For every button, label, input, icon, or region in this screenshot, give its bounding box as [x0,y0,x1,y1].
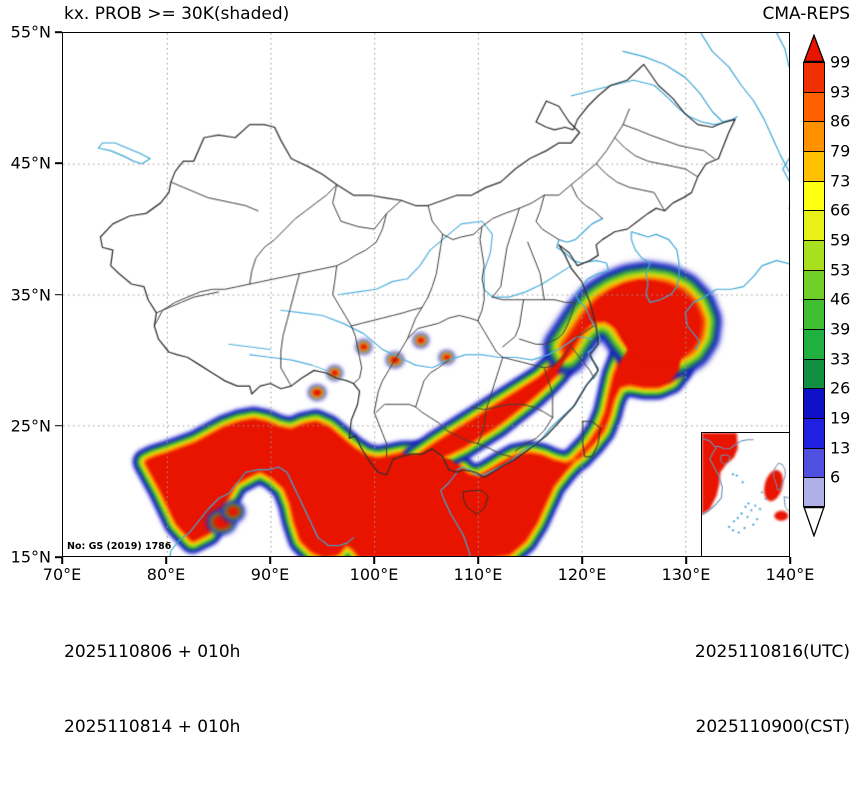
colorbar-segment [803,299,825,329]
x-tick-mark [581,557,583,564]
y-tick-label: 15°N [10,547,51,567]
colorbar-tick-label: 59 [830,230,851,250]
figure-root: kx. PROB >= 30K(shaded) CMA-REPS No: GS … [10,4,851,737]
x-tick-label: 90°E [250,565,290,584]
colorbar-segment [803,418,825,448]
map-plot-area[interactable]: No: GS (2019) 1786 [62,32,790,557]
colorbar-segment [803,121,825,151]
model-label: CMA-REPS [762,4,850,24]
y-axis-ticks: 15°N 25°N 35°N 45°N 55°N [10,22,62,567]
x-tick-label: 70°E [42,565,82,584]
colorbar-segment [803,329,825,359]
map-credit-label: No: GS (2019) 1786 [67,541,172,552]
colorbar-tick-label: 53 [830,260,851,280]
x-tick-mark [61,557,63,564]
inset-raster [702,433,789,556]
footer-right: 2025110816(UTC) 2025110900(CST) [695,590,850,790]
colorbar-tick-label: 26 [830,378,851,398]
x-tick-mark [165,557,167,564]
map-raster [63,33,789,556]
colorbar-segment [803,151,825,181]
footer-init-time-1: 2025110806 + 010h [64,642,241,662]
colorbar-tick-label: 99 [830,52,851,72]
colorbar-tick-label: 19 [830,408,851,428]
colorbar-segment [803,91,825,122]
x-tick-mark [789,557,791,564]
colorbar-tick-labels: 6 13 19 26 33 39 46 53 59 66 73 79 86 93 99 [830,52,851,487]
colorbar-tick-label: 46 [830,289,851,309]
colorbar-tick-label: 6 [830,467,841,487]
y-tick-mark [55,293,62,296]
colorbar-tick-label: 66 [830,200,851,220]
colorbar-segment [803,210,825,240]
y-tick-mark [55,162,62,165]
colorbar-under-arrow [803,506,825,538]
colorbar-segment [803,62,825,92]
x-tick-mark [269,557,271,564]
y-tick-label: 55°N [10,22,51,42]
colorbar-tick-label: 73 [830,171,851,191]
x-tick-label: 80°E [146,565,186,584]
colorbar-segment [803,447,825,478]
south-china-sea-inset [701,432,789,556]
x-tick-label: 140°E [765,565,815,584]
colorbar-tick-label: 33 [830,349,851,369]
footer-valid-utc: 2025110816(UTC) [694,642,850,662]
y-tick-label: 45°N [10,153,51,173]
y-tick-label: 25°N [10,416,51,436]
x-tick-label: 120°E [557,565,607,584]
y-tick-mark [55,424,62,427]
colorbar-segment [803,180,825,211]
colorbar-tick-label: 13 [830,438,851,458]
x-tick-mark [373,557,375,564]
y-tick-mark [55,556,62,558]
colorbar-tick-label: 39 [830,319,851,339]
y-tick-label: 35°N [10,285,51,304]
x-tick-label: 100°E [349,565,399,584]
x-tick-label: 110°E [453,565,503,584]
footer-valid-cst: 2025110900(CST) [695,717,850,737]
colorbar-over-arrow [803,33,825,63]
colorbar-segment [803,477,825,507]
x-axis-ticks: 70°E 80°E 90°E 100°E 110°E 120°E 130°E 140°E [42,557,815,584]
colorbar[interactable] [803,62,825,507]
colorbar-segment [803,358,825,389]
footer-left: 2025110806 + 010h 2025110814 + 010h [64,590,240,790]
x-tick-mark [685,557,687,564]
colorbar-segment [803,269,825,300]
x-tick-mark [477,557,479,564]
y-tick-mark [55,31,62,33]
colorbar-segment [803,388,825,418]
colorbar-tick-label: 93 [830,82,851,102]
colorbar-tick-label: 86 [830,111,851,131]
chart-title: kx. PROB >= 30K(shaded) [64,4,290,24]
colorbar-tick-label: 79 [830,141,851,161]
x-tick-label: 130°E [661,565,711,584]
colorbar-segment [803,240,825,270]
footer-init-time-2: 2025110814 + 010h [64,717,241,737]
